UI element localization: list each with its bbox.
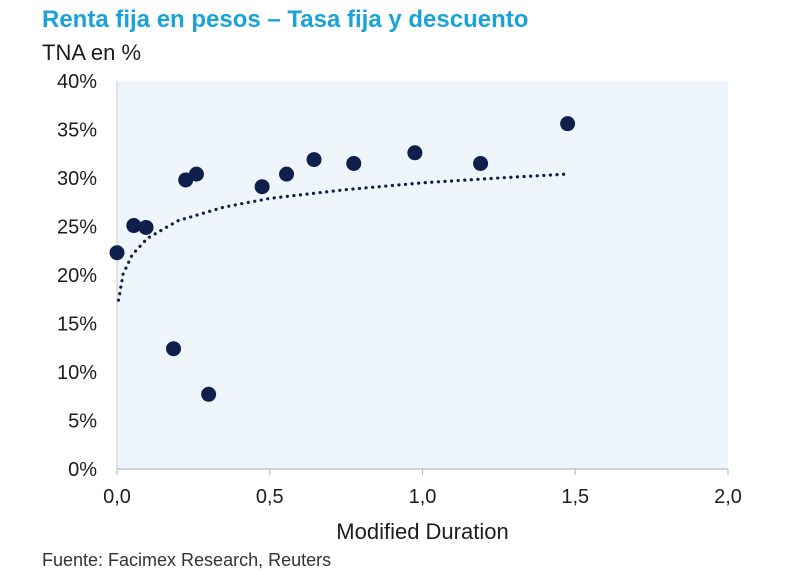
y-tick-label: 10% [57, 362, 97, 384]
chart-source: Fuente: Facimex Research, Reuters [42, 550, 332, 570]
data-point [126, 218, 142, 234]
y-tick-label: 25% [57, 217, 97, 239]
y-tick-label: 20% [57, 265, 97, 287]
plot-area [117, 81, 728, 469]
y-tick-label: 40% [57, 71, 97, 93]
x-tick-label: 0,0 [103, 486, 131, 508]
y-tick-label: 5% [68, 411, 97, 433]
x-tick-label: 0,5 [256, 486, 284, 508]
y-tick-label: 30% [57, 168, 97, 190]
data-point [306, 152, 322, 168]
chart-subtitle: TNA en % [42, 40, 142, 65]
data-point [166, 341, 182, 357]
y-tick-label: 35% [57, 120, 97, 142]
y-tick-label: 15% [57, 314, 97, 336]
x-axis-label: Modified Duration [336, 519, 508, 544]
data-point [138, 219, 154, 235]
data-point [254, 179, 270, 195]
data-point [109, 245, 125, 261]
y-tick-label: 0% [68, 459, 97, 481]
data-point [279, 166, 295, 182]
data-point [473, 155, 489, 171]
x-tick-label: 2,0 [714, 486, 742, 508]
data-point [188, 166, 204, 182]
x-tick-label: 1,5 [561, 486, 589, 508]
data-point [560, 116, 576, 132]
chart-title: Renta fija en pesos – Tasa fija y descue… [42, 6, 529, 33]
x-tick-label: 1,0 [409, 486, 437, 508]
data-point [201, 386, 217, 402]
data-point [346, 155, 362, 171]
data-point [407, 145, 423, 161]
trendline [116, 172, 568, 302]
